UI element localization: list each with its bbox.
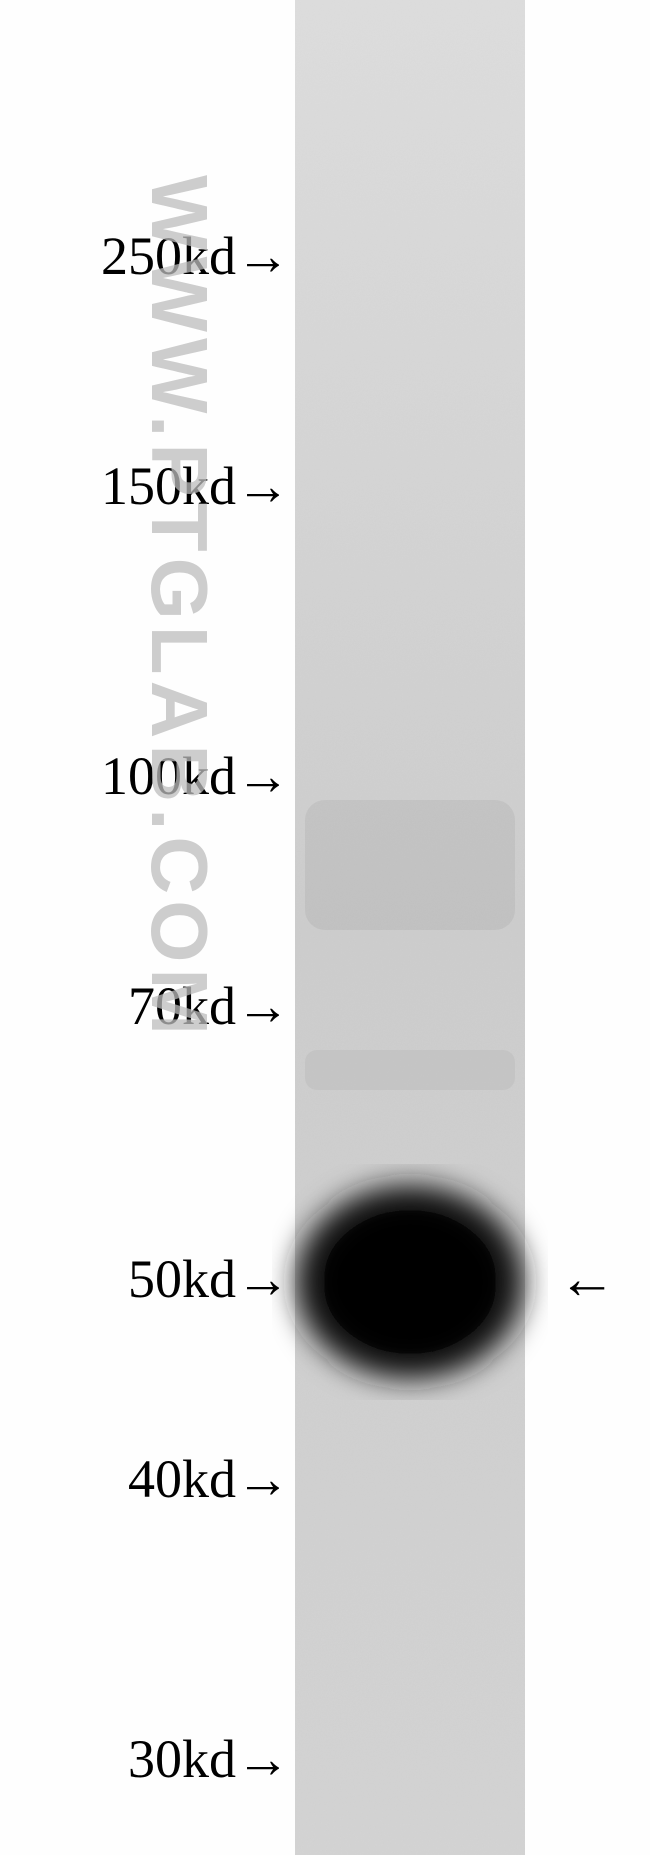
marker-arrow-icon: → xyxy=(236,975,290,1037)
marker-50kd: 50kd→ xyxy=(128,1248,290,1310)
faint-band-1 xyxy=(305,800,515,930)
marker-arrow-icon: → xyxy=(236,745,290,807)
marker-label-text: 150kd xyxy=(101,456,236,516)
marker-40kd: 40kd→ xyxy=(128,1448,290,1510)
marker-label-text: 40kd xyxy=(128,1449,236,1509)
lane-background xyxy=(0,0,650,1855)
marker-100kd: 100kd→ xyxy=(101,745,290,807)
western-blot-figure: 250kd→ 150kd→ 100kd→ 70kd→ 50kd→ 40kd→ 3… xyxy=(0,0,650,1855)
band-arrow-icon: ← xyxy=(558,1246,616,1311)
marker-arrow-icon: → xyxy=(236,1728,290,1790)
marker-250kd: 250kd→ xyxy=(101,225,290,287)
marker-arrow-icon: → xyxy=(236,1448,290,1510)
marker-label-text: 30kd xyxy=(128,1729,236,1789)
marker-30kd: 30kd→ xyxy=(128,1728,290,1790)
marker-label-text: 50kd xyxy=(128,1249,236,1309)
faint-band-2 xyxy=(305,1050,515,1090)
marker-150kd: 150kd→ xyxy=(101,455,290,517)
marker-label-text: 100kd xyxy=(101,746,236,806)
marker-arrow-icon: → xyxy=(236,455,290,517)
marker-label-text: 70kd xyxy=(128,976,236,1036)
marker-arrow-icon: → xyxy=(236,1248,290,1310)
detected-band xyxy=(295,1184,525,1380)
marker-70kd: 70kd→ xyxy=(128,975,290,1037)
marker-arrow-icon: → xyxy=(236,225,290,287)
marker-label-text: 250kd xyxy=(101,226,236,286)
band-indicator-arrow: ← xyxy=(558,1245,616,1312)
